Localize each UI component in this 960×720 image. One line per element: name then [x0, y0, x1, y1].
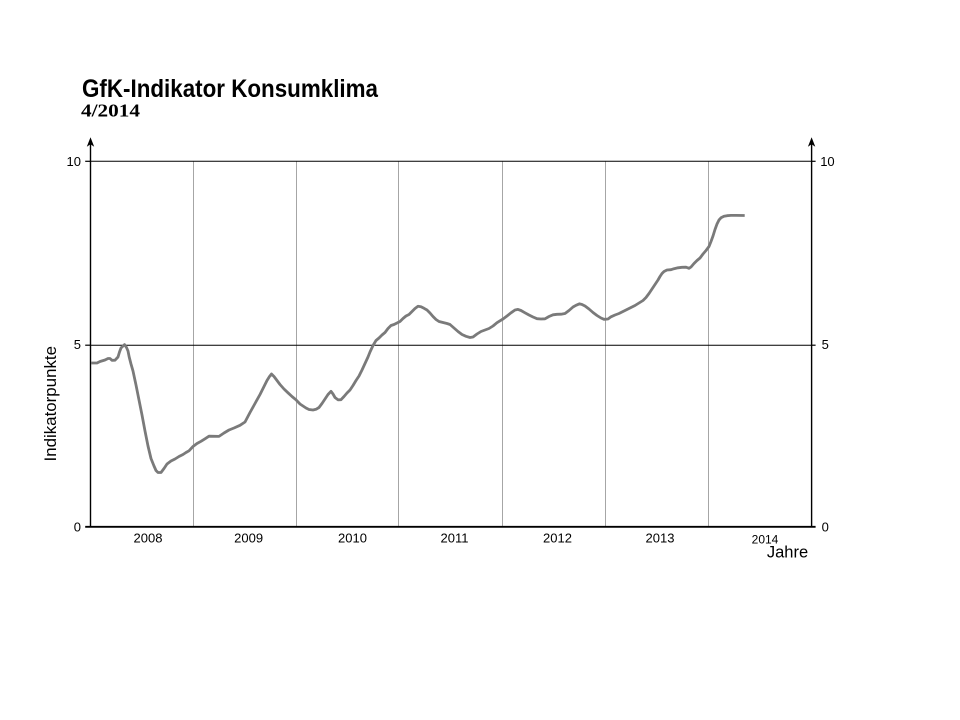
svg-text:2008: 2008: [134, 531, 163, 546]
svg-text:Indikatorpunkte: Indikatorpunkte: [41, 346, 60, 462]
svg-text:0: 0: [74, 520, 81, 535]
svg-text:2014: 2014: [752, 532, 779, 546]
svg-text:0: 0: [822, 520, 829, 535]
svg-text:Jahre: Jahre: [767, 544, 808, 562]
svg-text:2010: 2010: [338, 531, 367, 546]
svg-text:2013: 2013: [646, 531, 675, 546]
svg-text:2012: 2012: [543, 531, 572, 546]
svg-text:GfK-Indikator Konsumklima: GfK-Indikator Konsumklima: [82, 75, 379, 103]
svg-text:2011: 2011: [441, 531, 469, 546]
svg-text:5: 5: [74, 337, 81, 352]
svg-text:5: 5: [822, 337, 829, 352]
svg-text:10: 10: [820, 154, 834, 169]
svg-text:10: 10: [67, 154, 81, 169]
svg-text:2009: 2009: [234, 531, 263, 546]
svg-text:4/2014: 4/2014: [81, 101, 140, 121]
